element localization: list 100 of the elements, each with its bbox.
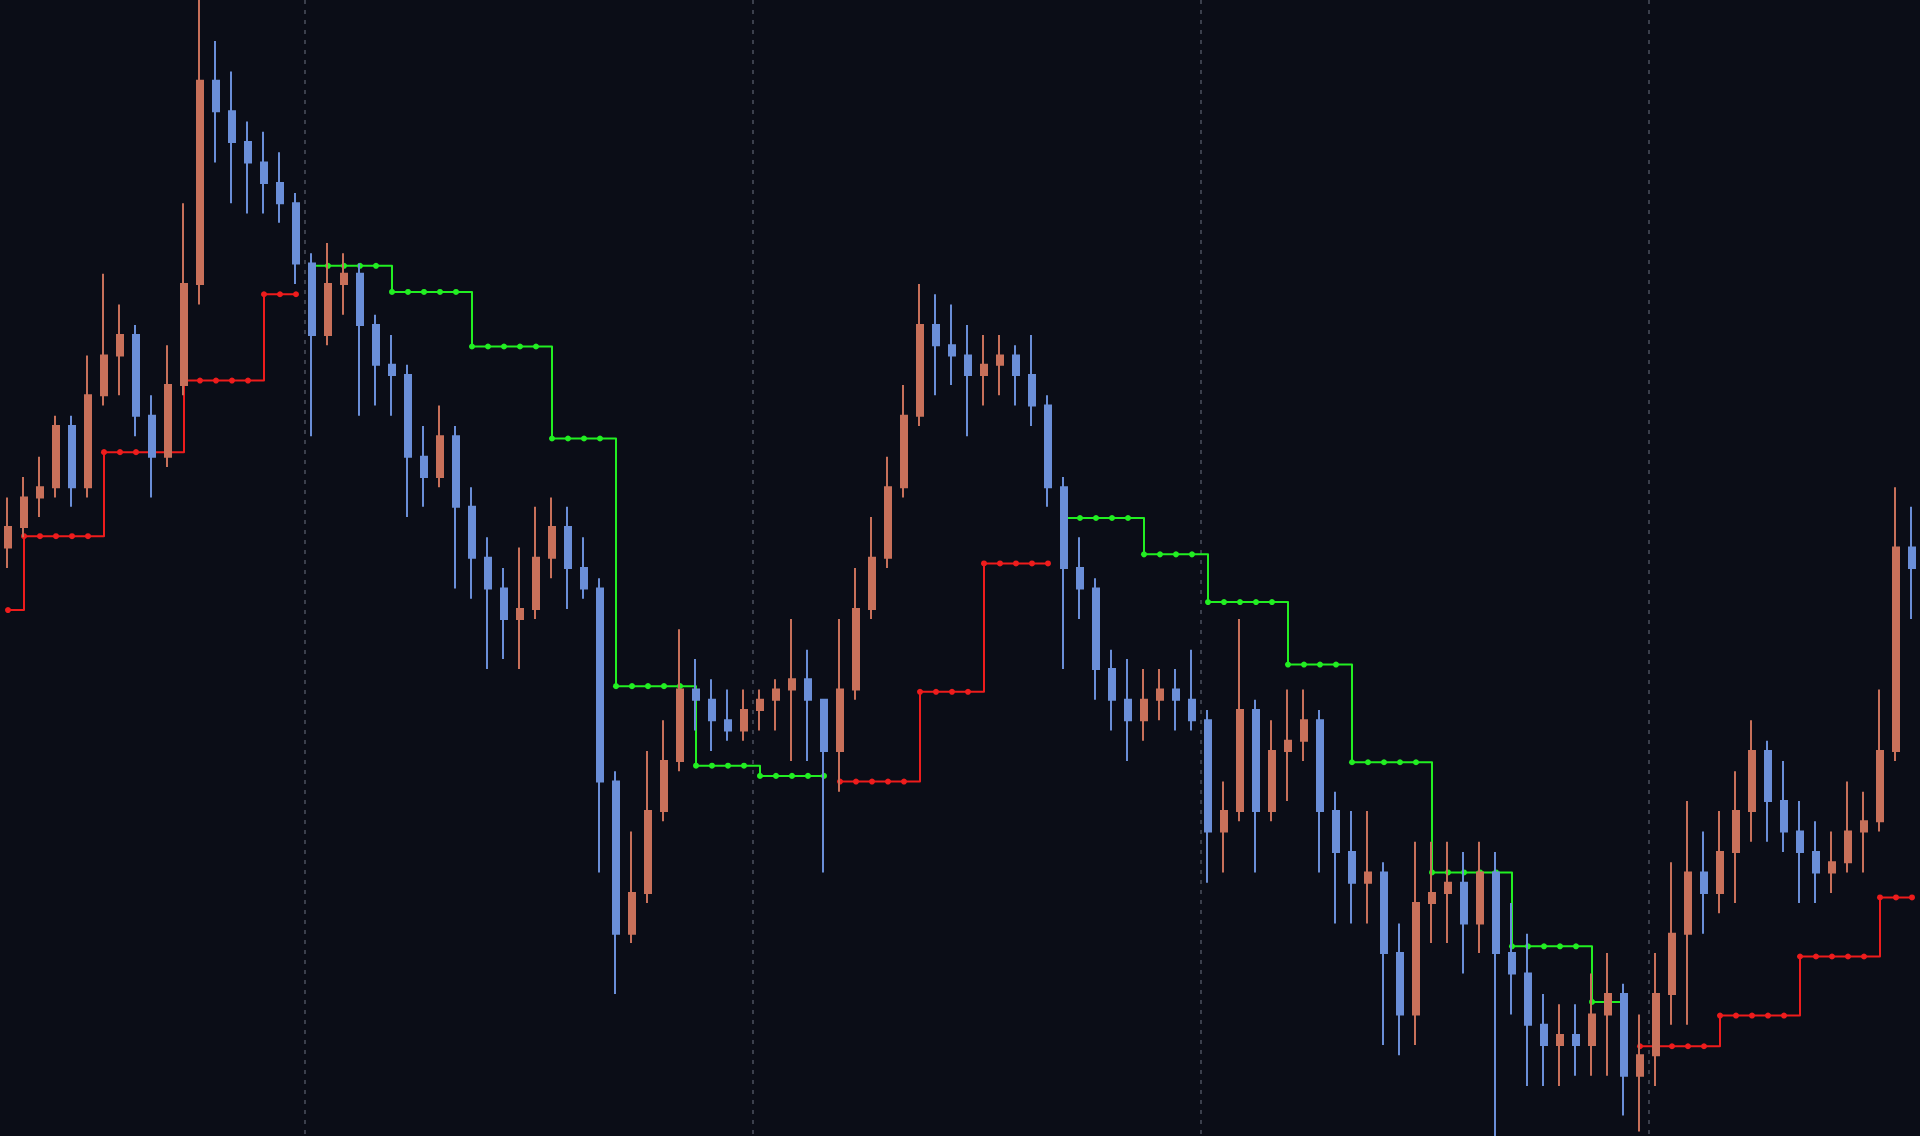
candlestick xyxy=(1108,648,1116,732)
candlestick xyxy=(388,334,396,417)
candlestick xyxy=(1092,577,1100,701)
point xyxy=(1701,1043,1707,1050)
candlestick xyxy=(1684,799,1692,1026)
candlestick xyxy=(1540,993,1548,1088)
candlestick xyxy=(788,618,796,763)
candlestick xyxy=(628,830,636,944)
candlestick xyxy=(644,749,652,905)
candlestick xyxy=(500,567,508,660)
candlestick xyxy=(276,151,284,224)
point xyxy=(1797,953,1803,960)
candlestick xyxy=(68,414,76,508)
point xyxy=(869,778,875,785)
candlestick xyxy=(1220,780,1228,874)
candlestick xyxy=(1780,760,1788,853)
candlestick xyxy=(1908,505,1916,621)
candlestick xyxy=(612,770,620,995)
point xyxy=(1749,1012,1755,1019)
point xyxy=(197,377,203,384)
point xyxy=(1781,1012,1787,1019)
point xyxy=(901,778,907,785)
candlestick xyxy=(660,719,668,823)
candlestick xyxy=(1284,688,1292,802)
candlestick xyxy=(1252,698,1260,874)
candlestick xyxy=(1140,668,1148,742)
point xyxy=(1845,953,1851,960)
candlestick xyxy=(1268,719,1276,823)
point xyxy=(965,688,971,695)
candlestick xyxy=(484,536,492,671)
point xyxy=(917,688,923,695)
candlestick xyxy=(1156,668,1164,722)
point xyxy=(37,533,43,540)
point xyxy=(245,377,251,384)
candlestick xyxy=(708,678,716,752)
candlestick xyxy=(932,293,940,397)
candlestick xyxy=(52,414,60,499)
candlestick xyxy=(1716,810,1724,915)
point xyxy=(853,778,859,785)
candlestick xyxy=(1044,394,1052,508)
candlestick xyxy=(132,323,140,438)
point xyxy=(1877,894,1883,901)
point xyxy=(1765,1012,1771,1019)
candlestick xyxy=(1124,657,1132,763)
point xyxy=(1893,894,1899,901)
candlestick xyxy=(580,536,588,600)
candlestick xyxy=(1364,810,1372,925)
candlestick xyxy=(1572,1003,1580,1077)
point xyxy=(1861,953,1867,960)
point xyxy=(1013,560,1019,567)
candlestick xyxy=(196,0,204,306)
candlestick xyxy=(1828,830,1836,894)
point xyxy=(1829,953,1835,960)
candlestick xyxy=(1172,668,1180,732)
candlestick xyxy=(804,648,812,763)
point xyxy=(53,533,59,540)
point xyxy=(229,377,235,384)
point xyxy=(1733,1012,1739,1019)
candlestick xyxy=(404,363,412,518)
candlestick xyxy=(36,455,44,518)
candlestick xyxy=(1876,688,1884,833)
candlestick xyxy=(724,688,732,742)
candlestick xyxy=(1012,344,1020,407)
candlestick xyxy=(1332,790,1340,925)
candlestick xyxy=(868,515,876,621)
candlestick xyxy=(1764,739,1772,843)
point xyxy=(117,449,123,456)
point xyxy=(1669,1043,1675,1050)
point xyxy=(1685,1043,1691,1050)
point xyxy=(1909,894,1915,901)
candlestick xyxy=(1892,486,1900,763)
candlestick xyxy=(740,688,748,742)
candlestick xyxy=(1396,922,1404,1057)
candlestick xyxy=(1812,820,1820,905)
candlestick xyxy=(532,505,540,621)
candlestick xyxy=(212,39,220,164)
point xyxy=(69,533,75,540)
candlestick xyxy=(1380,861,1388,1047)
candlestick xyxy=(1028,334,1036,427)
point xyxy=(293,291,299,298)
candlestick xyxy=(436,404,444,489)
candlestick xyxy=(948,303,956,387)
point xyxy=(1813,953,1819,960)
candlestick xyxy=(1748,719,1756,843)
candlestick xyxy=(1204,709,1212,884)
candlestick xyxy=(1412,840,1420,1047)
point xyxy=(997,560,1003,567)
candlestick xyxy=(756,688,764,732)
candlestick xyxy=(468,486,476,600)
candlestick xyxy=(1700,830,1708,935)
candlestick xyxy=(900,384,908,499)
point xyxy=(1717,1012,1723,1019)
point xyxy=(213,377,219,384)
point xyxy=(85,533,91,540)
point xyxy=(981,560,987,567)
candlestick xyxy=(564,505,572,610)
candlestick xyxy=(84,354,92,499)
candlestick xyxy=(420,425,428,508)
candlestick xyxy=(964,323,972,438)
point xyxy=(277,291,283,298)
